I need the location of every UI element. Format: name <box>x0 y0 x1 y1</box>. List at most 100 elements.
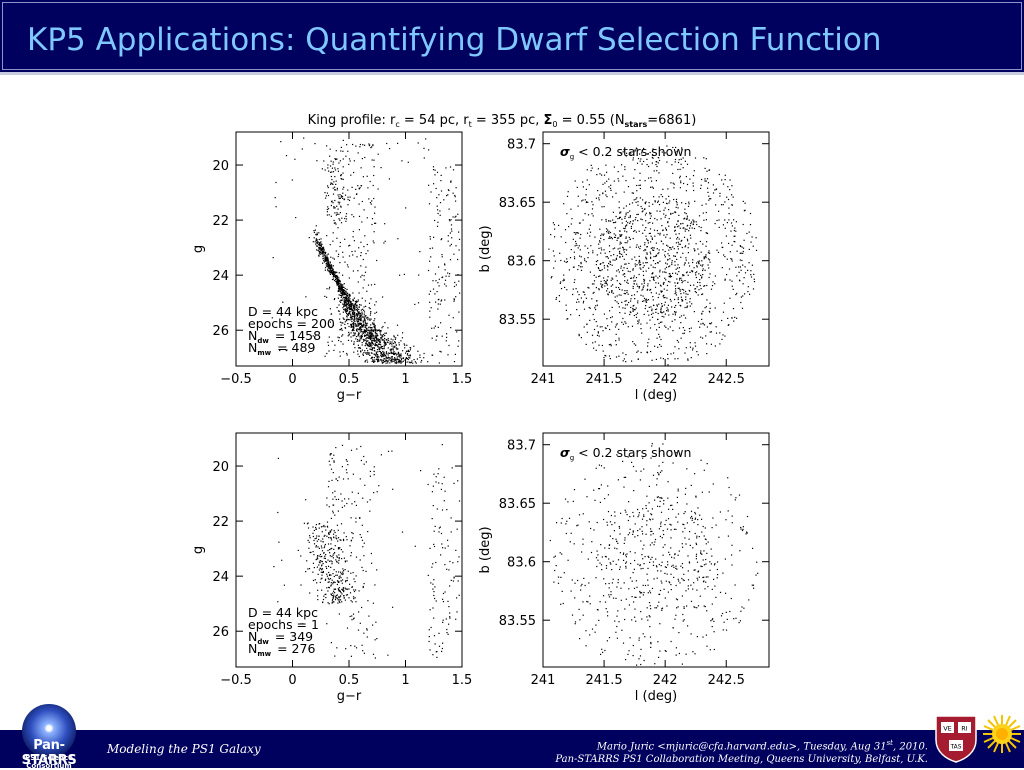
data-point <box>639 529 640 530</box>
data-point <box>664 524 665 525</box>
data-point <box>676 201 677 202</box>
data-point <box>389 343 390 344</box>
data-point <box>446 285 447 286</box>
data-point <box>438 213 439 214</box>
data-point <box>649 502 650 503</box>
data-point <box>599 173 600 174</box>
data-point <box>344 505 345 506</box>
data-point <box>696 536 697 537</box>
data-point <box>445 167 446 168</box>
data-point <box>324 255 325 256</box>
data-point <box>678 162 679 163</box>
data-point <box>639 319 640 320</box>
data-point <box>605 219 606 220</box>
data-point <box>697 282 698 283</box>
data-point <box>308 527 309 528</box>
data-point <box>454 299 455 300</box>
data-point <box>627 268 628 269</box>
data-point <box>623 487 624 488</box>
data-point <box>606 290 607 291</box>
x-axis-label: g−r <box>337 689 362 704</box>
data-point <box>682 223 683 224</box>
data-point <box>607 615 608 616</box>
data-point <box>749 249 750 250</box>
data-point <box>709 561 710 562</box>
data-point <box>374 213 375 214</box>
data-point <box>646 201 647 202</box>
data-point <box>729 279 730 280</box>
data-point <box>386 352 387 353</box>
data-point <box>440 304 441 305</box>
data-point <box>706 285 707 286</box>
data-point <box>750 224 751 225</box>
data-point <box>603 239 604 240</box>
data-point <box>634 536 635 537</box>
data-point <box>645 227 646 228</box>
data-point <box>590 225 591 226</box>
data-point <box>610 594 611 595</box>
data-point <box>320 554 321 555</box>
data-point <box>680 305 681 306</box>
data-point <box>368 342 369 343</box>
data-point <box>277 601 278 602</box>
data-point <box>681 338 682 339</box>
data-point <box>368 335 369 336</box>
data-point <box>684 619 685 620</box>
data-point <box>430 238 431 239</box>
data-point <box>357 354 358 355</box>
data-point <box>577 299 578 300</box>
data-point <box>699 279 700 280</box>
data-point <box>639 248 640 249</box>
data-point <box>367 332 368 333</box>
data-point <box>433 237 434 238</box>
data-point <box>601 219 602 220</box>
data-point <box>342 275 343 276</box>
data-point <box>665 272 666 273</box>
data-point <box>674 282 675 283</box>
data-point <box>661 582 662 583</box>
data-point <box>449 276 450 277</box>
data-point <box>688 585 689 586</box>
data-point <box>666 605 667 606</box>
data-point <box>658 657 659 658</box>
data-point <box>747 291 748 292</box>
data-point <box>671 529 672 530</box>
data-point <box>640 649 641 650</box>
data-point <box>702 244 703 245</box>
data-point <box>337 575 338 576</box>
data-point <box>613 598 614 599</box>
data-point <box>613 254 614 255</box>
data-point <box>689 562 690 563</box>
data-point <box>640 219 641 220</box>
data-point <box>334 491 335 492</box>
data-point <box>598 244 599 245</box>
data-point <box>444 299 445 300</box>
data-point <box>612 316 613 317</box>
data-point <box>320 247 321 248</box>
data-point <box>661 610 662 611</box>
data-point <box>392 359 393 360</box>
data-point <box>611 237 612 238</box>
data-point <box>338 547 339 548</box>
data-point <box>341 297 342 298</box>
data-point <box>705 257 706 258</box>
data-point <box>676 655 677 656</box>
data-point <box>366 331 367 332</box>
data-point <box>700 241 701 242</box>
data-point <box>673 577 674 578</box>
data-point <box>570 257 571 258</box>
data-point <box>313 230 314 231</box>
data-point <box>453 216 454 217</box>
data-point <box>645 257 646 258</box>
data-point <box>560 552 561 553</box>
data-point <box>709 198 710 199</box>
data-point <box>706 610 707 611</box>
data-point <box>339 578 340 579</box>
data-point <box>326 288 327 289</box>
data-point <box>329 574 330 575</box>
data-point <box>407 354 408 355</box>
data-point <box>696 262 697 263</box>
data-point <box>591 552 592 553</box>
data-point <box>374 304 375 305</box>
data-point <box>359 590 360 591</box>
